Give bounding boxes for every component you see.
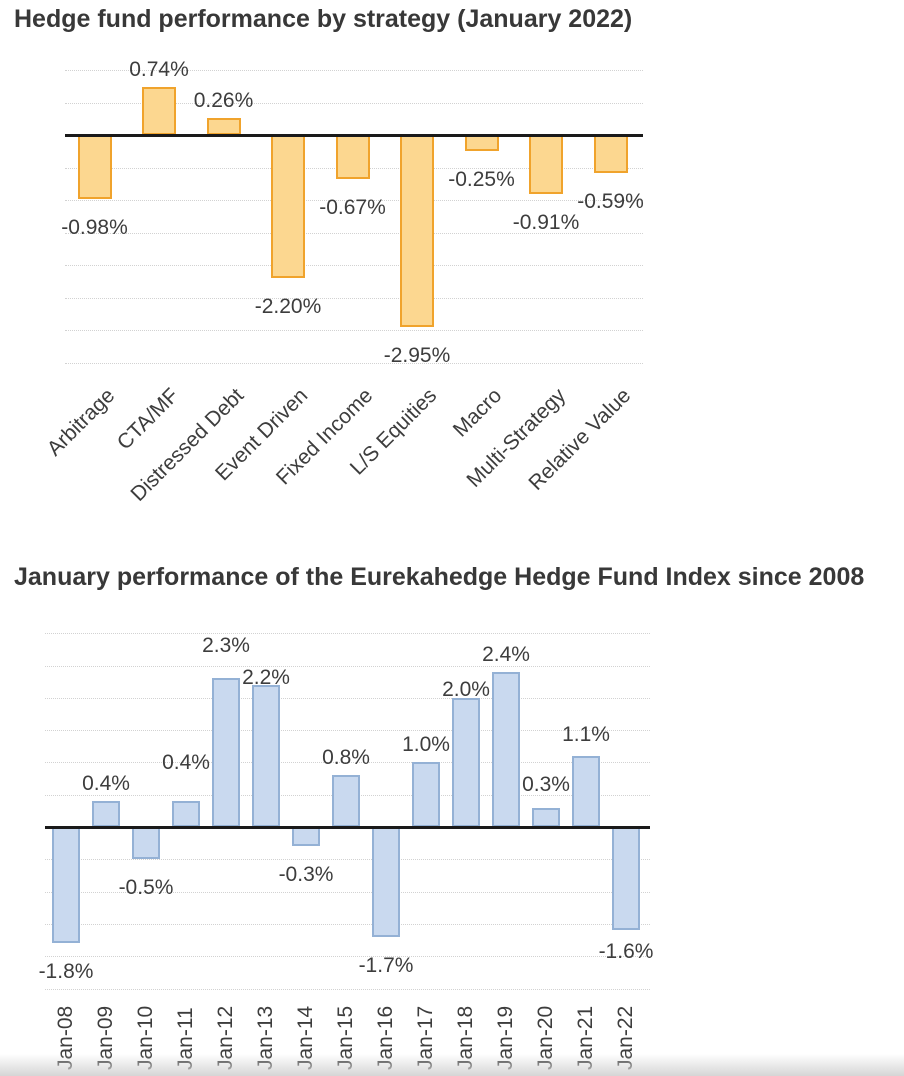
value-label: -0.59% xyxy=(577,190,644,213)
bar xyxy=(532,808,560,827)
bar xyxy=(332,775,360,827)
value-label: 2.4% xyxy=(482,643,530,666)
bar xyxy=(132,827,160,859)
gridline xyxy=(45,923,650,925)
gridline xyxy=(45,762,650,764)
gridline xyxy=(45,859,650,861)
gridline xyxy=(45,633,650,635)
bar xyxy=(400,135,434,327)
gridline xyxy=(65,70,643,71)
bar xyxy=(172,801,200,827)
bar xyxy=(612,827,640,930)
gridline xyxy=(65,232,643,234)
gridline xyxy=(65,362,643,364)
value-label: -1.8% xyxy=(38,960,94,983)
value-label: 0.3% xyxy=(522,773,570,796)
value-label: 0.74% xyxy=(129,58,189,81)
value-label: 0.4% xyxy=(82,772,130,795)
bar xyxy=(492,672,520,827)
gridline xyxy=(65,330,643,331)
bar xyxy=(412,762,440,827)
bar xyxy=(372,827,400,937)
value-label: -0.91% xyxy=(512,211,580,234)
value-label: 0.26% xyxy=(193,89,254,112)
value-label: -0.25% xyxy=(448,168,515,191)
chart2-title: January performance of the Eurekahedge H… xyxy=(14,563,865,591)
value-label: 1.0% xyxy=(402,733,450,756)
value-label: 0.4% xyxy=(162,751,210,774)
gridline xyxy=(65,102,643,104)
value-label: 2.2% xyxy=(242,666,290,689)
gridline xyxy=(45,697,650,699)
value-label: -1.6% xyxy=(598,940,654,963)
bar xyxy=(292,827,320,846)
value-label: -0.98% xyxy=(61,216,128,239)
bar xyxy=(52,827,80,943)
bar xyxy=(206,118,241,135)
x-axis-line xyxy=(65,133,643,137)
bar xyxy=(212,678,240,827)
value-label: -2.20% xyxy=(254,295,322,318)
value-label: -2.95% xyxy=(383,344,451,367)
bar xyxy=(452,698,480,827)
bar xyxy=(92,801,120,827)
bar xyxy=(335,135,370,179)
bar xyxy=(593,135,628,173)
gridline xyxy=(45,988,650,990)
gridline xyxy=(45,665,650,667)
value-label: -0.5% xyxy=(118,876,174,899)
value-label: -0.3% xyxy=(278,863,334,886)
chart1-title: Hedge fund performance by strategy (Janu… xyxy=(14,5,633,33)
bar xyxy=(77,135,112,199)
gridline xyxy=(65,200,643,201)
value-label: 0.8% xyxy=(322,746,370,769)
value-label: 2.0% xyxy=(442,678,490,701)
value-label: -1.7% xyxy=(358,954,414,977)
gridline xyxy=(45,730,650,732)
bottom-scroll-fade xyxy=(0,1054,904,1076)
x-axis-line xyxy=(45,825,650,829)
gridline xyxy=(45,891,650,893)
gridline xyxy=(45,956,650,958)
gridline xyxy=(65,265,643,266)
bar xyxy=(252,685,280,827)
bar xyxy=(464,135,499,151)
value-label: -0.67% xyxy=(319,196,386,219)
bar xyxy=(572,756,600,827)
value-label: 1.1% xyxy=(562,723,610,746)
gridline xyxy=(65,297,643,299)
value-label: 2.3% xyxy=(202,634,250,657)
